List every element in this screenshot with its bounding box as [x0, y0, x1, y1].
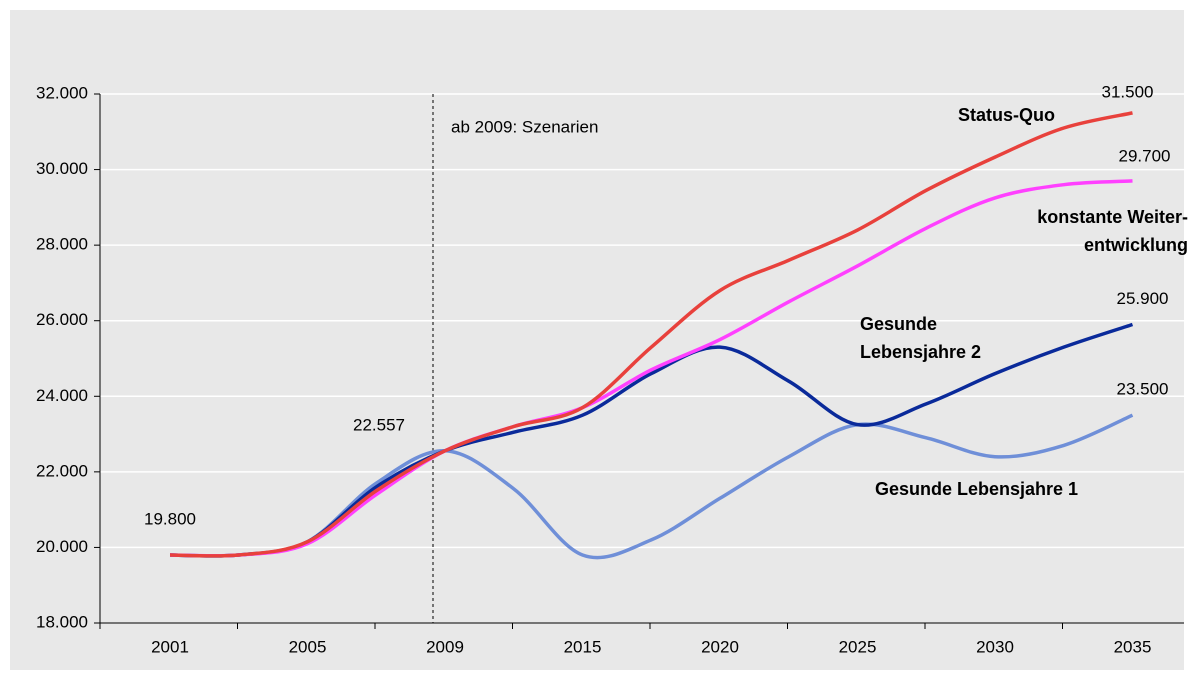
x-tick-label: 2009 — [426, 637, 464, 656]
data-label: 23.500 — [1117, 380, 1169, 399]
x-tick-label: 2025 — [839, 637, 877, 656]
y-tick-label: 18.000 — [36, 612, 88, 631]
series-name: entwicklung — [1084, 235, 1188, 255]
x-tick-label: 2015 — [564, 637, 602, 656]
data-label: 22.557 — [353, 415, 405, 434]
data-label: 19.800 — [144, 509, 196, 528]
chart-background — [10, 10, 1184, 670]
x-tick-label: 2035 — [1114, 637, 1152, 656]
y-tick-label: 32.000 — [36, 83, 88, 102]
y-tick-label: 22.000 — [36, 461, 88, 480]
data-label: 29.700 — [1119, 146, 1171, 165]
data-label: 31.500 — [1102, 82, 1154, 101]
y-tick-label: 26.000 — [36, 310, 88, 329]
series-line — [169, 111, 1133, 558]
y-tick-label: 28.000 — [36, 235, 88, 254]
x-tick-label: 2001 — [151, 637, 189, 656]
series-name: konstante Weiter- — [1037, 207, 1188, 227]
series-name: Gesunde — [860, 314, 937, 334]
data-label: 25.900 — [1117, 289, 1169, 308]
x-tick-label: 2030 — [976, 637, 1014, 656]
y-tick-label: 20.000 — [36, 537, 88, 556]
series-name: Gesunde Lebensjahre 1 — [875, 479, 1078, 499]
x-tick-label: 2020 — [701, 637, 739, 656]
series-name: Lebensjahre 2 — [860, 342, 981, 362]
series-name: Status-Quo — [958, 105, 1055, 125]
y-tick-label: 30.000 — [36, 159, 88, 178]
annotation: ab 2009: Szenarien — [451, 117, 598, 136]
series-line — [169, 179, 1133, 558]
x-tick-label: 2005 — [289, 637, 327, 656]
y-tick-label: 24.000 — [36, 386, 88, 405]
